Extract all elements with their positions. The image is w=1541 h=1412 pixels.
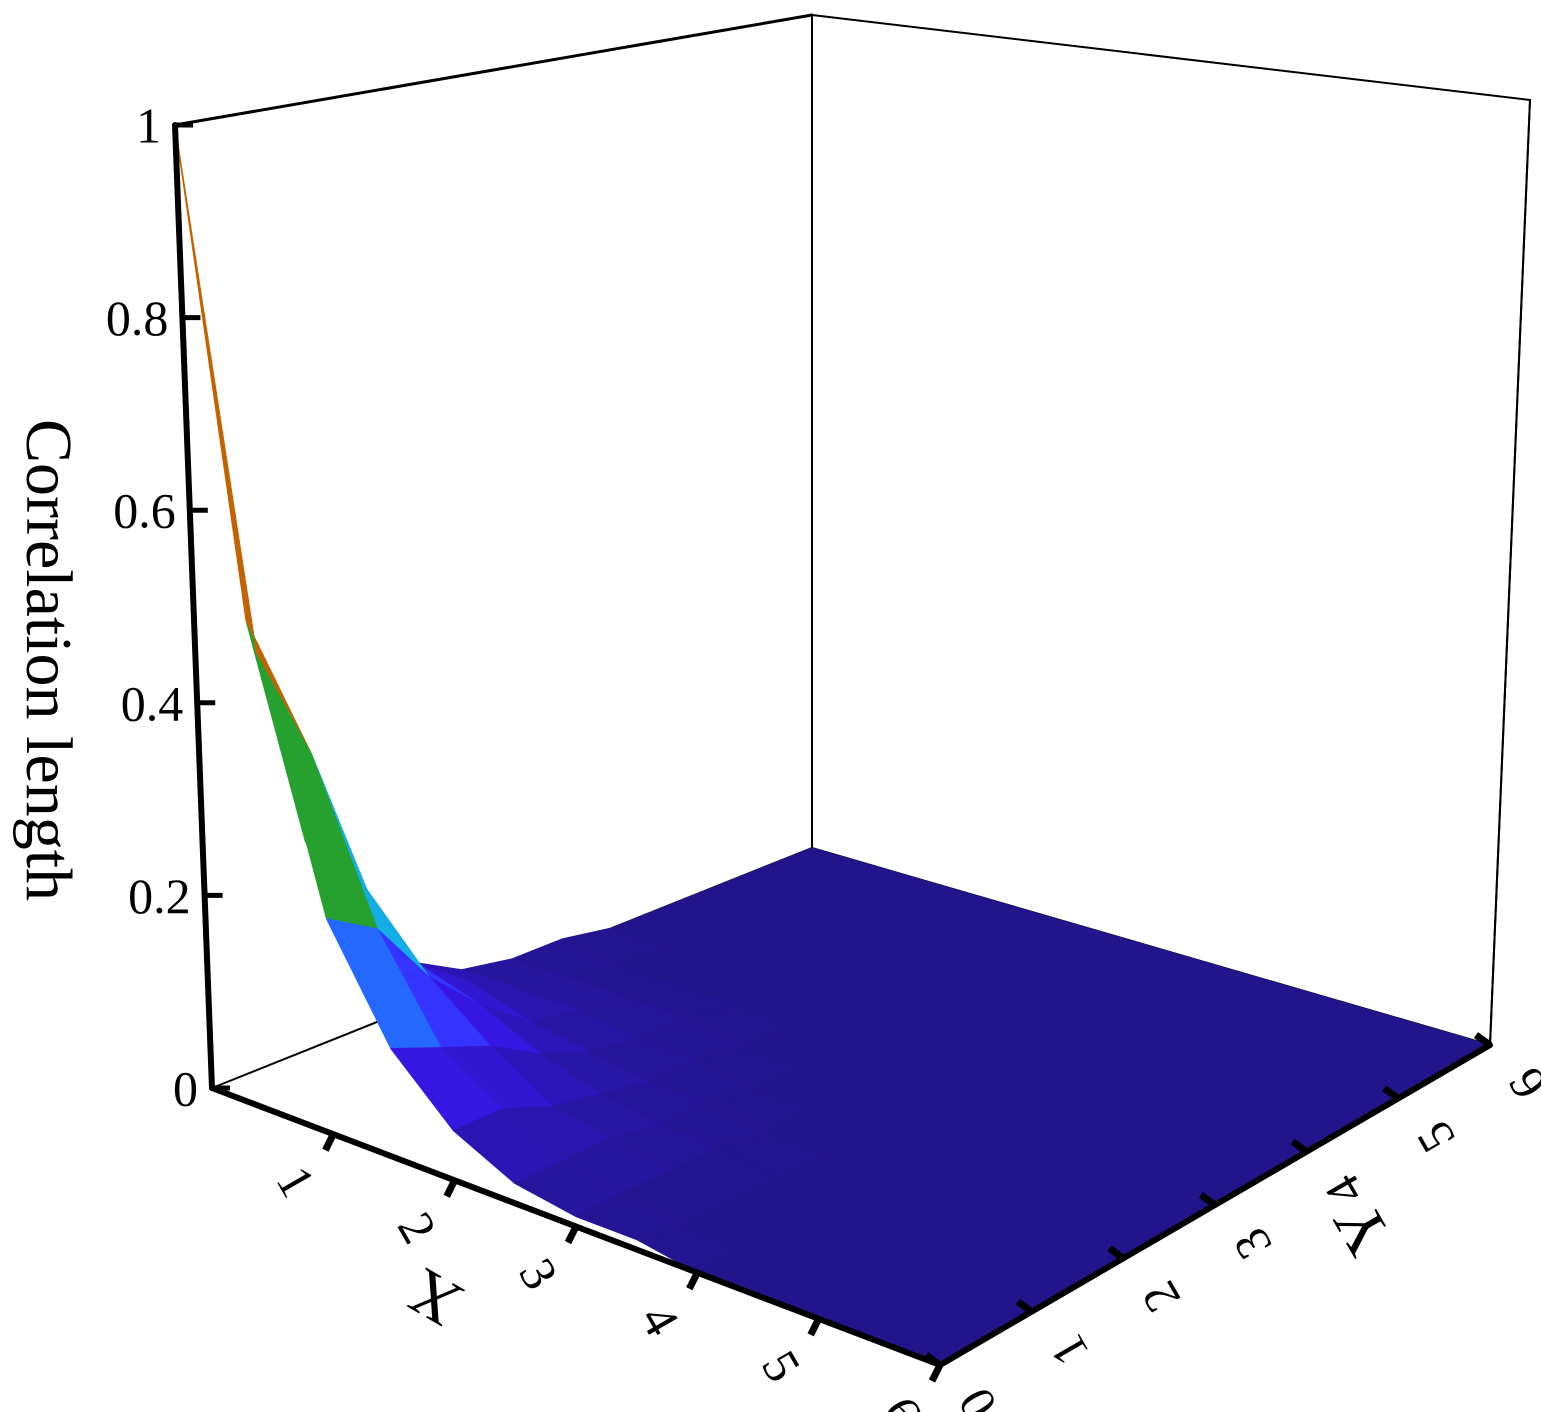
y-tick — [1015, 1298, 1034, 1315]
x-tick-label: 5 — [751, 1341, 812, 1391]
box-edge — [173, 13, 814, 127]
y-tick-label: 6 — [1497, 1059, 1541, 1109]
x-tick — [686, 1271, 701, 1291]
y-tick-label: 2 — [1130, 1272, 1191, 1322]
box-edge — [1489, 99, 1531, 1046]
z-axis — [172, 122, 215, 1091]
y-tick — [1198, 1192, 1218, 1208]
box-edge — [811, 14, 1531, 101]
z-tick-label: 0.4 — [121, 675, 184, 731]
x-tick — [322, 1132, 337, 1152]
y-tick — [1107, 1245, 1126, 1262]
y-tick-label: 1 — [1038, 1326, 1099, 1376]
x-tick-label: 1 — [266, 1157, 327, 1207]
y-tick — [1473, 1032, 1493, 1048]
surface-cell — [256, 654, 378, 930]
y-tick — [1290, 1138, 1309, 1155]
x-tick-label: 3 — [508, 1249, 569, 1299]
y-tick-label: 3 — [1222, 1219, 1283, 1269]
z-tick-label: 0.2 — [128, 868, 191, 924]
surface — [174, 124, 1491, 1366]
z-tick-label: 0.6 — [113, 483, 176, 539]
x-tick-label: 4 — [630, 1295, 691, 1345]
x-axis-title: X — [396, 1254, 474, 1341]
y-tick — [1382, 1085, 1401, 1102]
z-tick-label: 0 — [173, 1060, 198, 1116]
x-tick-label: 6 — [872, 1387, 933, 1412]
y-tick — [923, 1352, 943, 1368]
z-tick-label: 1 — [136, 97, 161, 153]
z-axis-title: Correlation length — [12, 419, 85, 901]
x-tick — [807, 1317, 822, 1337]
y-tick-label: 0 — [947, 1379, 1008, 1412]
z-tick-label: 0.8 — [106, 290, 169, 346]
x-tick-label: 2 — [387, 1203, 448, 1253]
x-tick — [928, 1363, 944, 1383]
x-tick — [564, 1224, 580, 1245]
y-tick-label: 5 — [1405, 1112, 1466, 1162]
x-tick — [443, 1178, 458, 1198]
